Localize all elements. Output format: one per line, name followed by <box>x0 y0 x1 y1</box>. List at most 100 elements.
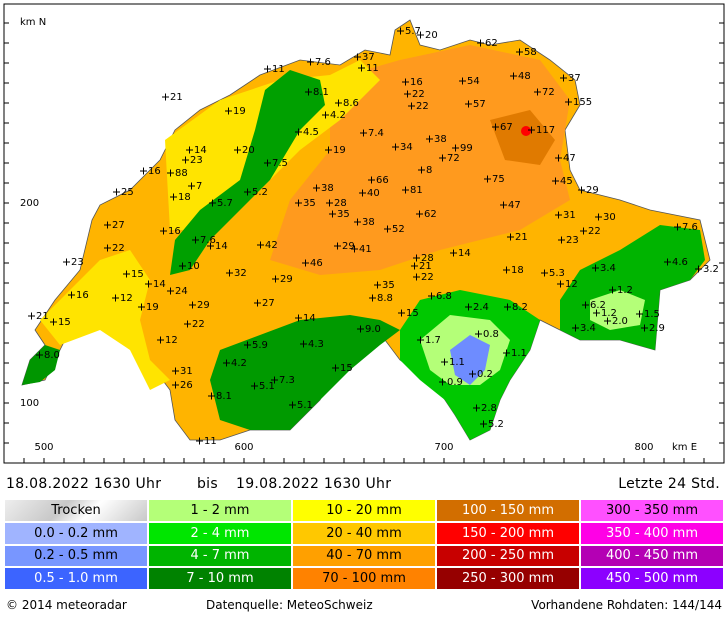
station-marker <box>329 210 336 218</box>
station-marker <box>507 233 514 241</box>
data-source: Datenquelle: MeteoSchweiz <box>206 598 373 612</box>
station-value: 7.6 <box>200 235 216 246</box>
station-value: 22 <box>412 89 425 100</box>
station-value: 20 <box>425 30 438 41</box>
station-value: 6.2 <box>590 300 606 311</box>
station-value: 1.1 <box>511 348 527 359</box>
station-marker <box>295 128 302 136</box>
station-marker <box>305 88 312 96</box>
station-value: 5.9 <box>252 340 268 351</box>
station-marker <box>641 324 648 332</box>
station-value: 2.4 <box>473 302 489 313</box>
station-marker <box>244 341 251 349</box>
station-value: 35 <box>337 209 350 220</box>
station-value: 14 <box>194 145 207 156</box>
station-marker <box>477 39 484 47</box>
station-value: 4.2 <box>231 358 247 369</box>
station-marker <box>357 325 364 333</box>
raw-data: Vorhandene Rohdaten: 144/144 <box>531 598 722 612</box>
station-marker <box>572 324 579 332</box>
station-marker <box>28 312 35 320</box>
station-marker <box>322 111 329 119</box>
station-marker <box>404 90 411 98</box>
station-marker <box>503 266 510 274</box>
station-value: 7.5 <box>272 158 288 169</box>
station-marker <box>560 74 567 82</box>
station-marker <box>500 201 507 209</box>
station-value: 16 <box>410 77 423 88</box>
station-marker <box>582 301 589 309</box>
station-value: 7.4 <box>368 128 384 139</box>
station-marker <box>402 186 409 194</box>
station-marker <box>417 336 424 344</box>
station-value: 1.2 <box>617 285 633 296</box>
legend-item: 7 - 10 mm <box>148 567 292 590</box>
station-marker <box>354 218 361 226</box>
station-value: 21 <box>170 92 183 103</box>
station-value: 0.8 <box>483 329 499 340</box>
station-value: 18 <box>178 192 191 203</box>
station-value: 45 <box>560 176 573 187</box>
station-value: 42 <box>265 240 278 251</box>
x-unit: km E <box>672 442 697 453</box>
station-value: 81 <box>410 185 423 196</box>
station-marker <box>257 241 264 249</box>
legend-item: 100 - 150 mm <box>436 499 580 522</box>
station-marker <box>226 269 233 277</box>
station-value: 2.9 <box>649 323 665 334</box>
station-value: 19 <box>233 106 246 117</box>
station-marker <box>209 199 216 207</box>
station-marker <box>469 370 476 378</box>
heavy-core <box>490 110 555 165</box>
station-marker <box>592 264 599 272</box>
station-marker <box>411 262 418 270</box>
max-spot <box>521 126 531 136</box>
station-marker <box>595 213 602 221</box>
station-marker <box>578 186 585 194</box>
legend-item: 450 - 500 mm <box>580 567 724 590</box>
station-value: 27 <box>112 220 125 231</box>
station-marker <box>300 340 307 348</box>
station-value: 3.2 <box>703 264 719 275</box>
station-value: 5.1 <box>259 381 275 392</box>
station-marker <box>351 245 358 253</box>
station-marker <box>170 193 177 201</box>
lightgreen-east <box>590 290 645 330</box>
period-from: 18.08.2022 1630 Uhr <box>6 476 162 492</box>
station-marker <box>441 358 448 366</box>
station-value: 20 <box>242 145 255 156</box>
station-marker <box>182 156 189 164</box>
station-value: 9.0 <box>365 324 381 335</box>
station-value: 47 <box>563 153 576 164</box>
station-marker <box>695 265 702 273</box>
station-value: 38 <box>434 134 447 145</box>
legend-item: 0.0 - 0.2 mm <box>4 521 148 545</box>
copyright: © 2014 meteoradar <box>6 598 127 612</box>
station-value: 25 <box>121 187 134 198</box>
station-marker <box>480 420 487 428</box>
station-value: 8.0 <box>44 350 60 361</box>
station-value: 7.6 <box>682 222 698 233</box>
station-marker <box>295 314 302 322</box>
station-marker <box>145 280 152 288</box>
station-marker <box>475 330 482 338</box>
station-value: 10 <box>187 261 200 272</box>
station-marker <box>63 258 70 266</box>
station-marker <box>140 167 147 175</box>
station-value: 22 <box>416 101 429 112</box>
station-marker <box>552 177 559 185</box>
station-marker <box>313 184 320 192</box>
station-value: 27 <box>262 298 275 309</box>
station-value: 14 <box>458 248 471 259</box>
legend-item: 350 - 400 mm <box>580 521 724 545</box>
y-label: 100 <box>20 398 39 409</box>
station-marker <box>439 378 446 386</box>
station-value: 7.6 <box>315 57 331 68</box>
station-value: 0.9 <box>447 377 463 388</box>
station-value: 5.2 <box>488 419 504 430</box>
station-value: 8.1 <box>216 391 232 402</box>
station-marker <box>426 135 433 143</box>
station-value: 38 <box>362 217 375 228</box>
station-marker <box>492 123 499 131</box>
station-marker <box>50 318 57 326</box>
